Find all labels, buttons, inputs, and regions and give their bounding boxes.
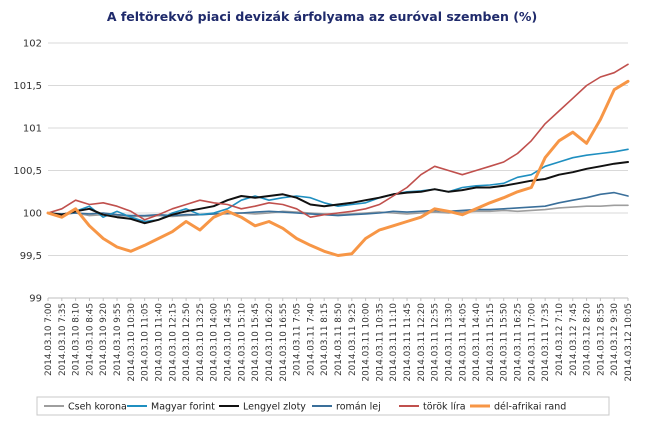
series-line-dél-afrikai-rand xyxy=(46,79,630,257)
x-tick-label: 2014.03.10 16:55 xyxy=(279,303,289,382)
y-tick-label: 101,5 xyxy=(13,81,42,92)
x-tick-label: 2014.03.11 15:15 xyxy=(486,303,496,382)
x-tick-label: 2014.03.10 9:20 xyxy=(99,303,109,376)
x-tick-label: 2014.03.10 8:10 xyxy=(72,303,82,376)
legend: Cseh korona Magyar forint Lengyel zloty rom… xyxy=(36,396,610,416)
y-tick-label: 100 xyxy=(23,209,42,220)
x-tick-label: 2014.03.11 14:40 xyxy=(472,303,482,382)
x-tick-label: 2014.03.10 12:15 xyxy=(168,303,178,382)
legend-label: török líra xyxy=(423,402,466,413)
plot-lines xyxy=(46,63,630,257)
x-tick-label: 2014.03.10 12:50 xyxy=(182,303,192,382)
x-tick-label: 2014.03.12 8:20 xyxy=(583,303,593,376)
x-tick-label: 2014.03.11 7:05 xyxy=(293,303,303,376)
x-tick-label: 2014.03.12 7:45 xyxy=(569,303,579,376)
x-tick-label: 2014.03.11 15:50 xyxy=(500,303,510,382)
chart-title: A feltörekvő piaci devizák árfolyama az … xyxy=(107,9,537,24)
x-tick-label: 2014.03.10 13:25 xyxy=(196,303,206,382)
x-tick-label: 2014.03.10 15:10 xyxy=(237,303,247,382)
x-tick-label: 2014.03.11 12:20 xyxy=(417,303,427,382)
x-tick-label: 2014.03.10 15:45 xyxy=(251,303,261,382)
x-tick-label: 2014.03.10 10:30 xyxy=(127,303,137,382)
series-line-román-lej xyxy=(47,191,629,217)
legend-label: Magyar forint xyxy=(151,402,215,413)
legend-label: Lengyel zloty xyxy=(243,402,306,413)
x-tick-label: 2014.03.11 14:05 xyxy=(458,303,468,382)
gridlines xyxy=(48,42,628,299)
x-tick-label: 2014.03.10 11:40 xyxy=(154,303,164,382)
x-tick-label: 2014.03.11 8:50 xyxy=(334,303,344,376)
x-tick-label: 2014.03.12 10:05 xyxy=(624,303,634,382)
x-tick-label: 2014.03.11 10:35 xyxy=(375,303,385,382)
y-tick-label: 99,5 xyxy=(20,251,42,262)
x-tick-label: 2014.03.10 7:35 xyxy=(58,303,68,376)
x-tick-label: 2014.03.10 14:00 xyxy=(210,303,220,382)
x-tick-label: 2014.03.11 8:15 xyxy=(320,303,330,376)
x-tick-label: 2014.03.11 12:55 xyxy=(431,303,441,382)
x-tick-label: 2014.03.11 13:30 xyxy=(444,303,454,382)
legend-label: dél-afrikai rand xyxy=(494,402,566,413)
y-tick-label: 101 xyxy=(23,124,42,135)
x-tick-label: 2014.03.12 9:30 xyxy=(610,303,620,376)
x-axis: 2014.03.10 7:00 2014.03.10 7:35 2014.03.10… xyxy=(44,297,634,382)
x-tick-label: 2014.03.11 7:40 xyxy=(306,303,316,376)
legend-label: román lej xyxy=(336,402,381,413)
y-tick-label: 102 xyxy=(23,39,42,50)
series-line-lengyel-zloty xyxy=(47,161,629,225)
x-tick-label: 2014.03.11 9:25 xyxy=(348,303,358,376)
x-tick-label: 2014.03.11 17:35 xyxy=(541,303,551,382)
series-line-török-líra xyxy=(47,63,629,221)
x-tick-label: 2014.03.10 7:00 xyxy=(44,303,54,376)
x-tick-label: 2014.03.10 9:55 xyxy=(113,303,123,376)
x-tick-label: 2014.03.11 11:45 xyxy=(403,303,413,382)
x-tick-label: 2014.03.11 10:00 xyxy=(362,303,372,382)
y-tick-label: 99 xyxy=(29,294,42,305)
y-axis: 99 99,5 100 100,5 101 101,5 102 xyxy=(13,39,42,305)
x-tick-label: 2014.03.10 16:20 xyxy=(265,303,275,382)
x-tick-label: 2014.03.10 11:05 xyxy=(141,303,151,382)
y-tick-label: 100,5 xyxy=(13,166,42,177)
x-tick-label: 2014.03.10 8:45 xyxy=(85,303,95,376)
x-tick-label: 2014.03.12 7:10 xyxy=(555,303,565,376)
series-line-magyar-forint xyxy=(47,148,629,223)
x-tick-label: 2014.03.10 14:35 xyxy=(224,303,234,382)
x-tick-label: 2014.03.11 16:25 xyxy=(514,303,524,382)
x-tick-label: 2014.03.11 11:10 xyxy=(389,303,399,382)
x-tick-label: 2014.03.12 8:55 xyxy=(596,303,606,376)
x-tick-label: 2014.03.11 17:00 xyxy=(527,303,537,382)
legend-label: Cseh korona xyxy=(68,402,127,413)
